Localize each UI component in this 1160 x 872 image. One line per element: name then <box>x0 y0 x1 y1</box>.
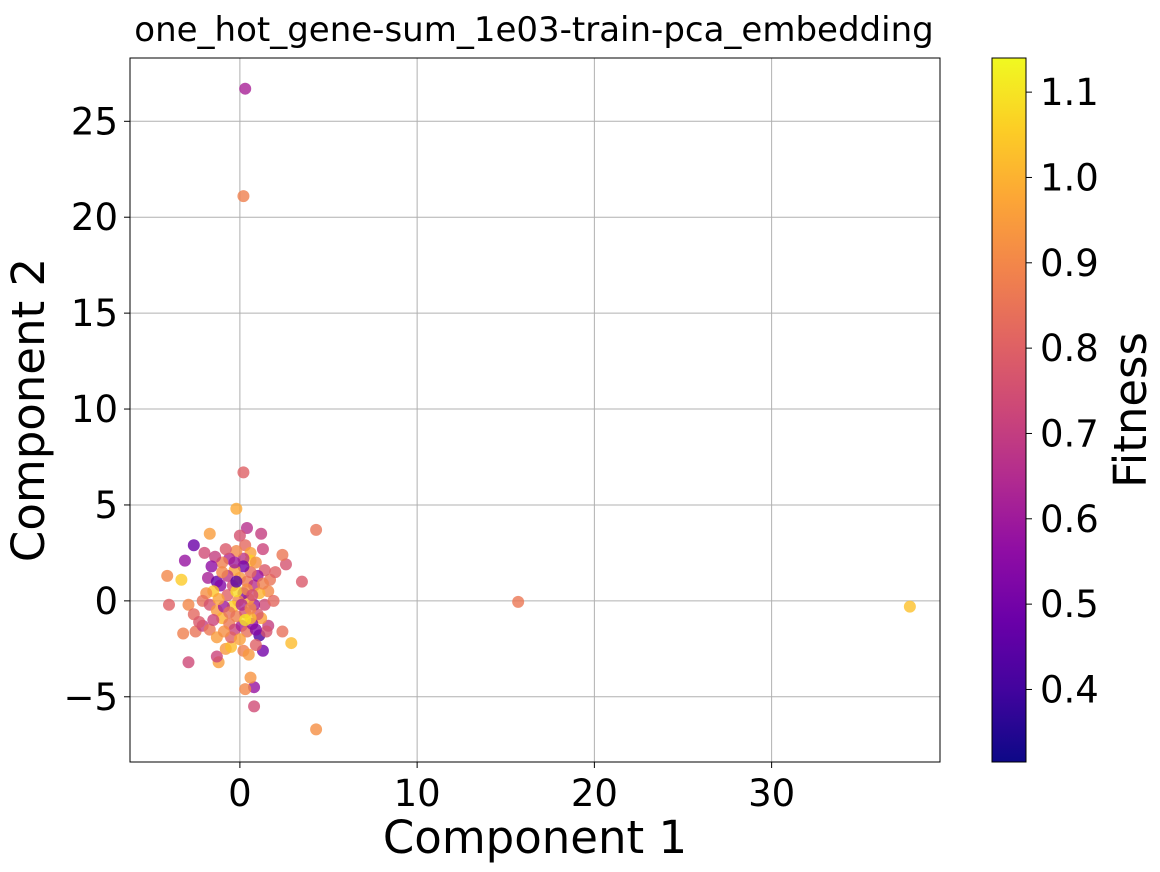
data-point <box>230 585 243 598</box>
data-point <box>903 600 916 613</box>
data-point <box>203 527 216 540</box>
y-tick-label: 5 <box>94 484 118 527</box>
data-point <box>230 544 243 557</box>
y-axis-ticks: −5 0 5 10 15 20 25 <box>63 100 130 719</box>
data-point <box>210 650 223 663</box>
data-point <box>216 566 229 579</box>
data-point <box>182 656 195 669</box>
data-point <box>193 615 206 628</box>
data-point <box>225 640 238 653</box>
data-point <box>295 575 308 588</box>
plot-frame <box>129 57 941 763</box>
data-point <box>276 625 289 638</box>
data-point <box>256 543 269 556</box>
data-point <box>198 546 211 559</box>
data-point <box>187 539 200 552</box>
data-point <box>212 592 225 605</box>
data-point <box>244 602 257 615</box>
data-point <box>249 556 262 569</box>
data-point <box>237 466 250 479</box>
data-point <box>256 577 269 590</box>
data-point <box>244 671 257 684</box>
data-point <box>276 548 289 561</box>
data-point <box>310 523 323 536</box>
x-tick-label: 10 <box>394 772 441 815</box>
data-point <box>230 575 243 588</box>
y-tick-label: 20 <box>71 196 118 239</box>
data-point <box>177 627 190 640</box>
data-point <box>249 638 262 651</box>
data-point <box>269 566 282 579</box>
data-point <box>233 633 246 646</box>
data-point <box>260 625 273 638</box>
colorbar-tick-label: 1.0 <box>1040 156 1099 199</box>
data-point <box>219 543 232 556</box>
y-tick-label: 10 <box>71 388 118 431</box>
data-point <box>205 560 218 573</box>
scatter-points <box>161 82 916 736</box>
data-point <box>242 648 255 661</box>
x-axis-label: Component 1 <box>383 811 687 864</box>
x-tick-label: 20 <box>571 772 618 815</box>
x-tick-label: 0 <box>228 772 252 815</box>
data-point <box>209 550 222 563</box>
x-axis-ticks: 0 10 20 30 <box>228 762 795 815</box>
data-point <box>203 623 216 636</box>
x-tick-label: 30 <box>748 772 795 815</box>
data-point <box>230 502 243 515</box>
y-tick-label: −5 <box>63 676 118 719</box>
data-point <box>249 623 262 636</box>
colorbar-tick-label: 0.5 <box>1040 583 1099 626</box>
y-tick-label: 25 <box>71 100 118 143</box>
colorbar-label: Fitness <box>1104 332 1157 488</box>
y-tick-label: 0 <box>94 580 118 623</box>
data-point <box>310 723 323 736</box>
colorbar <box>991 57 1027 763</box>
data-point <box>239 82 252 95</box>
colorbar-ticks: 0.4 0.5 0.6 0.7 0.8 0.9 1.0 1.1 <box>1026 71 1099 711</box>
data-point <box>267 594 280 607</box>
data-point <box>178 554 191 567</box>
colorbar-tick-label: 1.1 <box>1040 71 1099 114</box>
data-point <box>240 521 253 534</box>
colorbar-tick-label: 0.8 <box>1040 327 1099 370</box>
y-tick-label: 15 <box>71 292 118 335</box>
data-point <box>239 614 252 627</box>
data-point <box>207 614 220 627</box>
data-point <box>175 573 188 586</box>
data-point <box>228 556 241 569</box>
data-point <box>512 595 525 608</box>
data-point <box>279 558 292 571</box>
data-point <box>239 683 252 696</box>
data-point <box>182 598 195 611</box>
colorbar-tick-label: 0.6 <box>1040 498 1099 541</box>
data-point <box>255 527 268 540</box>
data-point <box>233 529 246 542</box>
data-point <box>285 637 298 650</box>
data-point <box>161 569 174 582</box>
data-point <box>223 606 236 619</box>
colorbar-tick-label: 0.7 <box>1040 412 1099 455</box>
data-point <box>246 589 259 602</box>
y-axis-label: Component 2 <box>2 258 55 562</box>
data-point <box>162 598 175 611</box>
colorbar-tick-label: 0.9 <box>1040 242 1099 285</box>
chart-title: one_hot_gene-sum_1e03-train-pca_embeddin… <box>134 10 933 50</box>
data-point <box>217 625 230 638</box>
colorbar-tick-label: 0.4 <box>1040 668 1099 711</box>
data-point <box>248 700 261 713</box>
data-point <box>237 190 250 203</box>
